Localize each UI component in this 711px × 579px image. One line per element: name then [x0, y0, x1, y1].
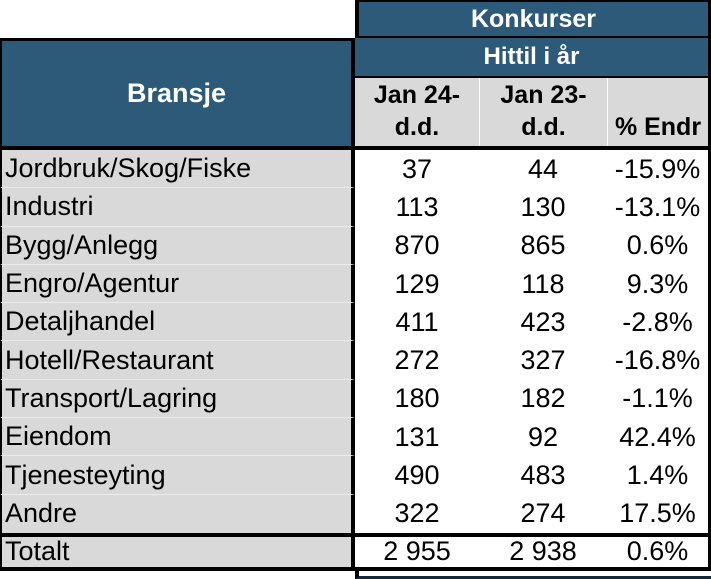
row-jan24-cell: 113 [355, 188, 479, 227]
col-header-jan24-line2: d.d. [394, 113, 440, 141]
row-jan24-cell: 411 [355, 303, 479, 342]
row-jan23-cell: 865 [479, 226, 607, 265]
next-section-edge [355, 570, 711, 579]
industry-header-cell: Bransje [0, 38, 355, 146]
col-header-jan24-line1: Jan 24- [373, 81, 461, 109]
col-header-jan23: Jan 23- d.d. [479, 78, 607, 146]
row-pct-cell: -16.8% [607, 341, 711, 380]
row-jan23-cell: 118 [479, 264, 607, 304]
table-row: Eiendom 131 92 42.4% [0, 418, 711, 457]
table-row: Tjenesteyting 490 483 1.4% [0, 456, 711, 495]
row-jan24-cell: 37 [355, 150, 479, 189]
total-jan23-cell: 2 938 [479, 536, 607, 567]
col-header-jan24: Jan 24- d.d. [355, 78, 479, 146]
row-pct-cell: 0.6% [607, 226, 711, 265]
row-jan23-cell: 44 [479, 150, 607, 189]
footer-left-blank [0, 570, 355, 579]
row-jan23-cell: 182 [479, 379, 607, 419]
row-pct-cell: -13.1% [607, 188, 711, 227]
col-header-pct-label: % Endr [614, 113, 702, 141]
table-row: Bygg/Anlegg 870 865 0.6% [0, 226, 711, 265]
table-row: Andre 322 274 17.5% [0, 494, 711, 533]
row-label-cell: Tjenesteyting [0, 456, 355, 495]
column-headers: Jan 24- d.d. Jan 23- d.d. % Endr [355, 78, 711, 146]
row-pct-cell: -1.1% [607, 379, 711, 419]
row-jan23-cell: 130 [479, 188, 607, 227]
row-jan24-cell: 131 [355, 418, 479, 457]
row-jan23-cell: 483 [479, 456, 607, 495]
row-jan23-cell: 327 [479, 341, 607, 380]
row-pct-cell: 9.3% [607, 264, 711, 304]
table-body: Jordbruk/Skog/Fiske 37 44 -15.9% Industr… [0, 150, 711, 533]
row-jan24-cell: 490 [355, 456, 479, 495]
table-row: Industri 113 130 -13.1% [0, 188, 711, 227]
total-row: Totalt 2 955 2 938 0.6% [0, 532, 711, 571]
table-row: Transport/Lagring 180 182 -1.1% [0, 379, 711, 419]
row-jan24-cell: 870 [355, 226, 479, 265]
table-title-cell: Konkurser [355, 0, 711, 38]
col-header-pct-endr: % Endr [607, 78, 711, 146]
row-label-cell: Industri [0, 188, 355, 227]
col-header-jan23-line1: Jan 23- [500, 81, 587, 109]
total-jan24-cell: 2 955 [355, 536, 479, 567]
row-jan24-cell: 180 [355, 379, 479, 419]
row-label-cell: Transport/Lagring [0, 379, 355, 419]
row-pct-cell: 1.4% [607, 456, 711, 495]
row-pct-cell: 42.4% [607, 418, 711, 457]
header-row-title: Konkurser [0, 0, 711, 38]
table-row: Hotell/Restaurant 272 327 -16.8% [0, 341, 711, 380]
row-label-cell: Hotell/Restaurant [0, 341, 355, 380]
row-pct-cell: -15.9% [607, 150, 711, 189]
row-jan24-cell: 129 [355, 264, 479, 304]
table-subtitle-cell: Hittil i år [355, 38, 711, 78]
row-jan24-cell: 322 [355, 494, 479, 533]
header-right: Hittil i år Jan 24- d.d. Jan 23- d.d. % … [355, 38, 711, 146]
table-row: Jordbruk/Skog/Fiske 37 44 -15.9% [0, 150, 711, 189]
col-header-jan23-line2: d.d. [521, 113, 566, 141]
row-jan23-cell: 92 [479, 418, 607, 457]
table-row: Detaljhandel 411 423 -2.8% [0, 303, 711, 342]
total-label-cell: Totalt [0, 536, 355, 567]
corner-blank-cell [0, 0, 355, 38]
row-label-cell: Jordbruk/Skog/Fiske [0, 150, 355, 189]
row-label-cell: Eiendom [0, 418, 355, 457]
table-row: Engro/Agentur 129 118 9.3% [0, 264, 711, 304]
row-jan23-cell: 274 [479, 494, 607, 533]
total-pct-cell: 0.6% [607, 536, 711, 567]
row-label-cell: Bygg/Anlegg [0, 226, 355, 265]
row-jan24-cell: 272 [355, 341, 479, 380]
row-label-cell: Engro/Agentur [0, 264, 355, 304]
row-pct-cell: 17.5% [607, 494, 711, 533]
row-jan23-cell: 423 [479, 303, 607, 342]
header-main: Bransje Hittil i år Jan 24- d.d. Jan 23-… [0, 38, 711, 150]
row-label-cell: Detaljhandel [0, 303, 355, 342]
row-label-cell: Andre [0, 494, 355, 533]
row-pct-cell: -2.8% [607, 303, 711, 342]
footer-sliver [0, 570, 711, 579]
